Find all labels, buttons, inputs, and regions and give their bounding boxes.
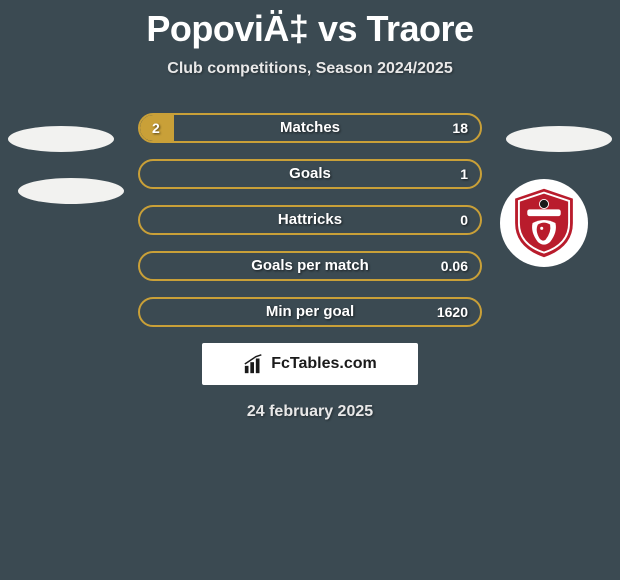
bar-row: Min per goal 1620 bbox=[138, 297, 482, 327]
bar-label: Hattricks bbox=[140, 207, 480, 233]
bar-label: Goals per match bbox=[140, 253, 480, 279]
bar-label: Min per goal bbox=[140, 299, 480, 325]
page-title: PopoviÄ‡ vs Traore bbox=[0, 0, 620, 50]
right-club-crest bbox=[500, 179, 588, 267]
left-player-badge-2 bbox=[18, 178, 124, 204]
bar-value-right: 1620 bbox=[437, 299, 468, 325]
page-subtitle: Club competitions, Season 2024/2025 bbox=[0, 60, 620, 78]
date-text: 24 february 2025 bbox=[0, 403, 620, 421]
bar-value-right: 18 bbox=[452, 115, 468, 141]
left-player-badge-1 bbox=[8, 126, 114, 152]
bar-label: Matches bbox=[140, 115, 480, 141]
bar-row: Goals per match 0.06 bbox=[138, 251, 482, 281]
watermark: FcTables.com bbox=[202, 343, 418, 385]
crest-icon bbox=[506, 185, 582, 261]
bar-label: Goals bbox=[140, 161, 480, 187]
bar-value-right: 1 bbox=[460, 161, 468, 187]
right-player-badge-1 bbox=[506, 126, 612, 152]
bar-value-right: 0 bbox=[460, 207, 468, 233]
bar-chart-icon bbox=[243, 353, 265, 375]
watermark-text: FcTables.com bbox=[271, 355, 377, 373]
bar-value-right: 0.06 bbox=[441, 253, 468, 279]
comparison-content: 2 Matches 18 Goals 1 Hattricks 0 Goals p… bbox=[0, 113, 620, 421]
bar-row: Hattricks 0 bbox=[138, 205, 482, 235]
bar-row: Goals 1 bbox=[138, 159, 482, 189]
bar-row: 2 Matches 18 bbox=[138, 113, 482, 143]
comparison-bars: 2 Matches 18 Goals 1 Hattricks 0 Goals p… bbox=[138, 113, 482, 327]
